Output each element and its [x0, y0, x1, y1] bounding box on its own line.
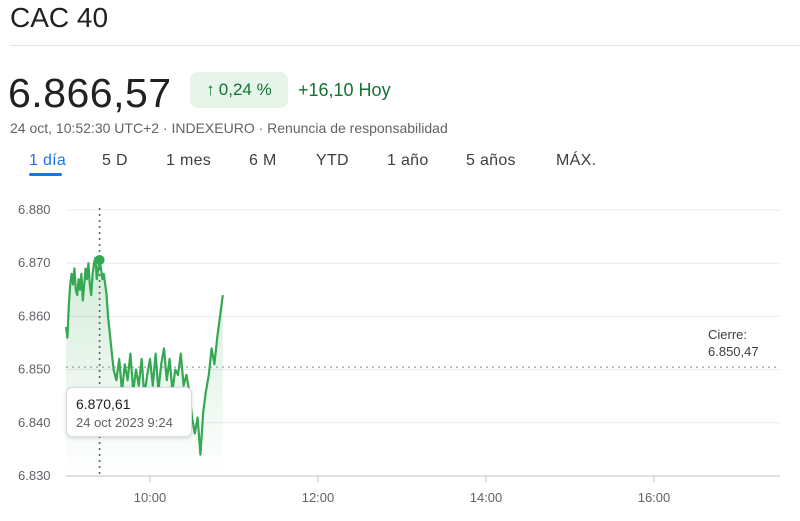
x-tick-label: 10:00 [134, 490, 167, 505]
quote-meta: 24 oct, 10:52:30 UTC+2 · INDEXEURO · Ren… [10, 120, 448, 136]
header-divider [10, 45, 800, 46]
arrow-up-icon: ↑ [206, 80, 215, 99]
y-tick-label: 6.860 [18, 308, 51, 323]
x-tick-label: 12:00 [302, 490, 335, 505]
index-title: CAC 40 [10, 2, 109, 33]
previous-close-label: Cierre: [708, 327, 747, 342]
hover-tooltip: 6.870,61 24 oct 2023 9:24 [66, 387, 192, 437]
tab-max[interactable]: MÁX. [556, 152, 597, 169]
y-tick-label: 6.840 [18, 415, 51, 430]
tab-1-year[interactable]: 1 año [387, 152, 429, 169]
active-tab-indicator [29, 173, 62, 176]
current-price: 6.866,57 [8, 70, 172, 116]
price-chart[interactable]: 6.880 6.870 6.860 6.850 6.840 6.830 10:00 12:0… [0, 190, 800, 521]
x-tick-label: 16:00 [638, 490, 671, 505]
previous-close-value: 6.850,47 [708, 344, 759, 359]
hover-point [94, 254, 105, 265]
y-tick-label: 6.850 [18, 362, 51, 377]
tab-ytd[interactable]: YTD [316, 152, 349, 169]
tab-5-days[interactable]: 5 D [102, 152, 128, 169]
tab-1-month[interactable]: 1 mes [166, 152, 212, 169]
tab-1-day[interactable]: 1 día [29, 152, 67, 169]
tooltip-value: 6.870,61 [76, 396, 131, 412]
x-tick-label: 14:00 [470, 490, 503, 505]
tooltip-date: 24 oct 2023 9:24 [76, 415, 173, 430]
range-tabs: 1 día 5 D 1 mes 6 M YTD 1 año 5 años MÁX… [0, 148, 800, 180]
y-tick-label: 6.870 [18, 255, 51, 270]
y-tick-label: 6.830 [18, 468, 51, 483]
change-percent-text: 0,24 % [218, 80, 272, 99]
y-tick-label: 6.880 [18, 202, 51, 217]
tab-6-months[interactable]: 6 M [249, 152, 277, 169]
change-percent-badge: ↑ 0,24 % [190, 72, 288, 108]
change-absolute: +16,10 Hoy [298, 80, 391, 100]
tab-5-years[interactable]: 5 años [466, 152, 516, 169]
